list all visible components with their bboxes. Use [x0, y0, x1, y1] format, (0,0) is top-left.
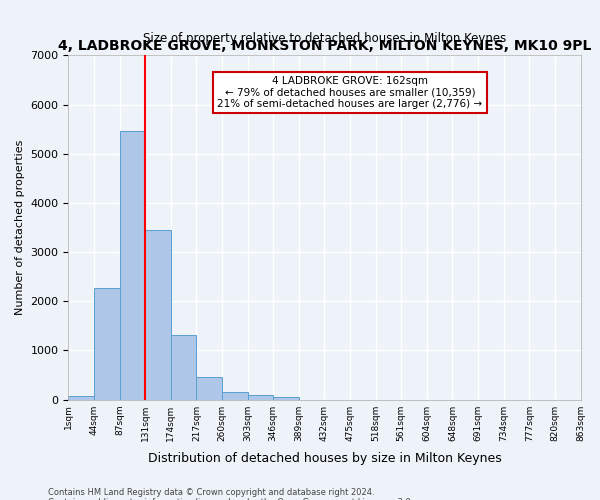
Bar — [171, 334, 196, 400]
Bar — [248, 395, 273, 400]
Text: Contains HM Land Registry data © Crown copyright and database right 2024.: Contains HM Land Registry data © Crown c… — [48, 488, 374, 497]
Bar — [196, 376, 222, 400]
Text: 4 LADBROKE GROVE: 162sqm
← 79% of detached houses are smaller (10,359)
21% of se: 4 LADBROKE GROVE: 162sqm ← 79% of detach… — [217, 76, 482, 110]
Y-axis label: Number of detached properties: Number of detached properties — [15, 140, 25, 315]
X-axis label: Distribution of detached houses by size in Milton Keynes: Distribution of detached houses by size … — [148, 452, 502, 465]
Bar — [145, 230, 171, 400]
Bar — [222, 392, 248, 400]
Text: Contains public sector information licensed under the Open Government Licence v3: Contains public sector information licen… — [48, 498, 413, 500]
Text: Size of property relative to detached houses in Milton Keynes: Size of property relative to detached ho… — [143, 32, 506, 44]
Title: 4, LADBROKE GROVE, MONKSTON PARK, MILTON KEYNES, MK10 9PL: 4, LADBROKE GROVE, MONKSTON PARK, MILTON… — [58, 39, 591, 53]
Bar — [68, 396, 94, 400]
Bar — [273, 397, 299, 400]
Bar — [94, 288, 119, 400]
Bar — [119, 130, 145, 400]
